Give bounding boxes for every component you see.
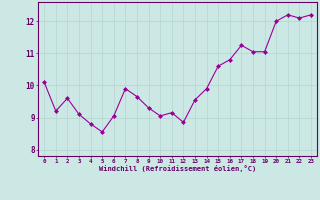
X-axis label: Windchill (Refroidissement éolien,°C): Windchill (Refroidissement éolien,°C) (99, 165, 256, 172)
